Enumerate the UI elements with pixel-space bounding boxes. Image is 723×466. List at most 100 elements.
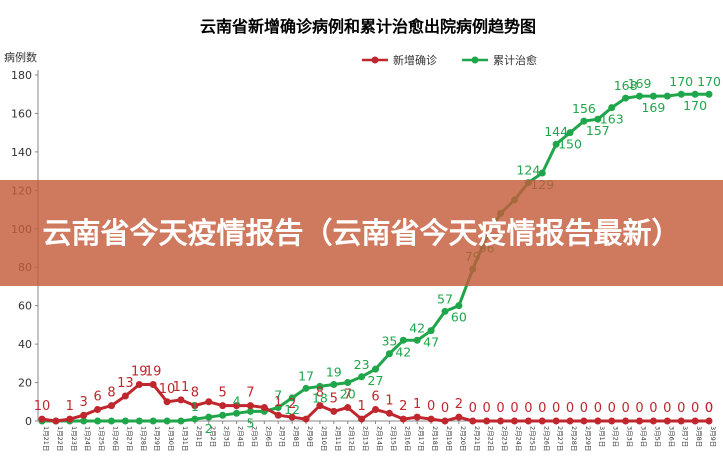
confirmed-point [302, 415, 310, 423]
confirmed-point [163, 398, 171, 406]
cured-point [566, 129, 574, 137]
x-tick-label: 1月29日 [153, 426, 161, 451]
cured-point [149, 417, 157, 425]
cured-point [219, 411, 227, 419]
confirmed-data-label: 0 [677, 401, 685, 416]
confirmed-data-label: 0 [524, 401, 532, 416]
series-layer [38, 90, 713, 425]
x-tick-label: 3月2日 [612, 426, 620, 447]
confirmed-point [330, 407, 338, 415]
cured-point [372, 365, 379, 373]
cured-point [316, 382, 324, 390]
confirmed-data-label: 1 [413, 397, 421, 412]
cured-point [385, 350, 393, 358]
confirmed-point [483, 417, 491, 425]
cured-point [107, 417, 115, 425]
cured-point [177, 417, 185, 425]
x-tick-label: 2月7日 [278, 426, 286, 447]
confirmed-data-label: 1 [357, 399, 365, 414]
confirmed-point [246, 402, 254, 410]
cured-point [233, 409, 241, 417]
confirmed-point [552, 417, 560, 425]
cured-point [330, 380, 338, 388]
confirmed-point [524, 417, 532, 425]
confirmed-point [191, 402, 199, 410]
cured-point [274, 404, 282, 412]
confirmed-point [594, 417, 602, 425]
x-tick-label: 1月27日 [125, 426, 133, 451]
cured-point [399, 336, 407, 344]
cured-point [163, 417, 171, 425]
chart-title: 云南省新增确诊病例和累计治愈出院病例趋势图 [200, 17, 536, 36]
cured-point [246, 407, 254, 415]
x-tick-label: 2月3日 [223, 426, 231, 447]
cured-point [636, 92, 644, 100]
x-tick-label: 3月4日 [640, 426, 648, 447]
legend-confirmed-label: 新增确诊 [393, 53, 437, 67]
confirmed-point [233, 402, 241, 410]
confirmed-data-label: 0 [691, 401, 699, 416]
confirmed-point [372, 405, 379, 413]
confirmed-point [94, 405, 102, 413]
cured-data-label: 19 [326, 364, 342, 379]
cured-data-label: 124 [516, 163, 540, 178]
x-tick-label: 2月21日 [473, 426, 481, 451]
confirmed-point [705, 417, 713, 425]
confirmed-data-label: 0 [649, 401, 657, 416]
x-tick-label: 3月3日 [626, 426, 634, 447]
confirmed-data-label: 19 [131, 364, 148, 379]
confirmed-point [636, 417, 644, 425]
confirmed-data-label: 19 [145, 364, 162, 379]
cured-point [205, 413, 213, 421]
x-tick-label: 2月29日 [584, 426, 592, 451]
cured-point [288, 394, 296, 402]
confirmed-point [66, 415, 74, 423]
legend: 新增确诊 累计治愈 [362, 53, 537, 67]
y-tick-label: 40 [18, 338, 32, 351]
confirmed-data-label: 0 [538, 401, 546, 416]
confirmed-data-label: 0 [580, 401, 588, 416]
cured-data-label: 4 [233, 393, 241, 408]
confirmed-point [663, 417, 671, 425]
confirmed-data-label: 0 [663, 401, 671, 416]
confirmed-data-label: 8 [191, 386, 199, 401]
cured-point [191, 415, 199, 423]
x-tick-label: 3月1日 [598, 426, 606, 447]
confirmed-point [566, 417, 574, 425]
confirmed-point [691, 417, 699, 425]
confirmed-point [427, 415, 435, 423]
cured-data-label: 170 [669, 74, 693, 89]
confirmed-point [135, 380, 143, 388]
cured-point [302, 384, 310, 392]
cured-point [649, 92, 657, 100]
confirmed-data-label: 0 [705, 401, 713, 416]
confirmed-data-label: 8 [107, 386, 115, 401]
cured-data-label: 2 [205, 421, 213, 436]
cured-data-label: 23 [354, 357, 370, 372]
confirmed-data-label: 13 [117, 376, 134, 391]
legend-confirmed-marker [371, 56, 379, 64]
cured-point [413, 336, 421, 344]
cured-data-label: 169 [628, 76, 652, 91]
cured-data-label: 42 [409, 320, 425, 335]
confirmed-data-label: 0 [594, 401, 602, 416]
confirmed-data-label: 1 [66, 399, 74, 414]
confirmed-point [677, 417, 685, 425]
cured-point [344, 379, 352, 387]
x-tick-label: 2月22日 [487, 426, 495, 451]
confirmed-data-label: 1 [385, 393, 393, 408]
confirmed-data-label: 5 [219, 386, 227, 401]
y-axis-label: 病例数 [4, 50, 37, 64]
cured-data-label: 17 [298, 368, 314, 383]
cured-data-label: 27 [368, 373, 384, 388]
confirmed-point [399, 415, 407, 423]
cured-data-label: 144 [544, 124, 568, 139]
x-tick-label: 2月27日 [556, 426, 564, 451]
x-tick-label: 2月13日 [362, 426, 370, 451]
cured-point [594, 115, 602, 123]
cured-point [691, 90, 699, 98]
cured-data-label: 18 [312, 390, 328, 405]
x-tick-label: 3月9日 [709, 426, 717, 447]
confirmed-point [580, 417, 588, 425]
x-tick-label: 2月2日 [209, 426, 217, 447]
